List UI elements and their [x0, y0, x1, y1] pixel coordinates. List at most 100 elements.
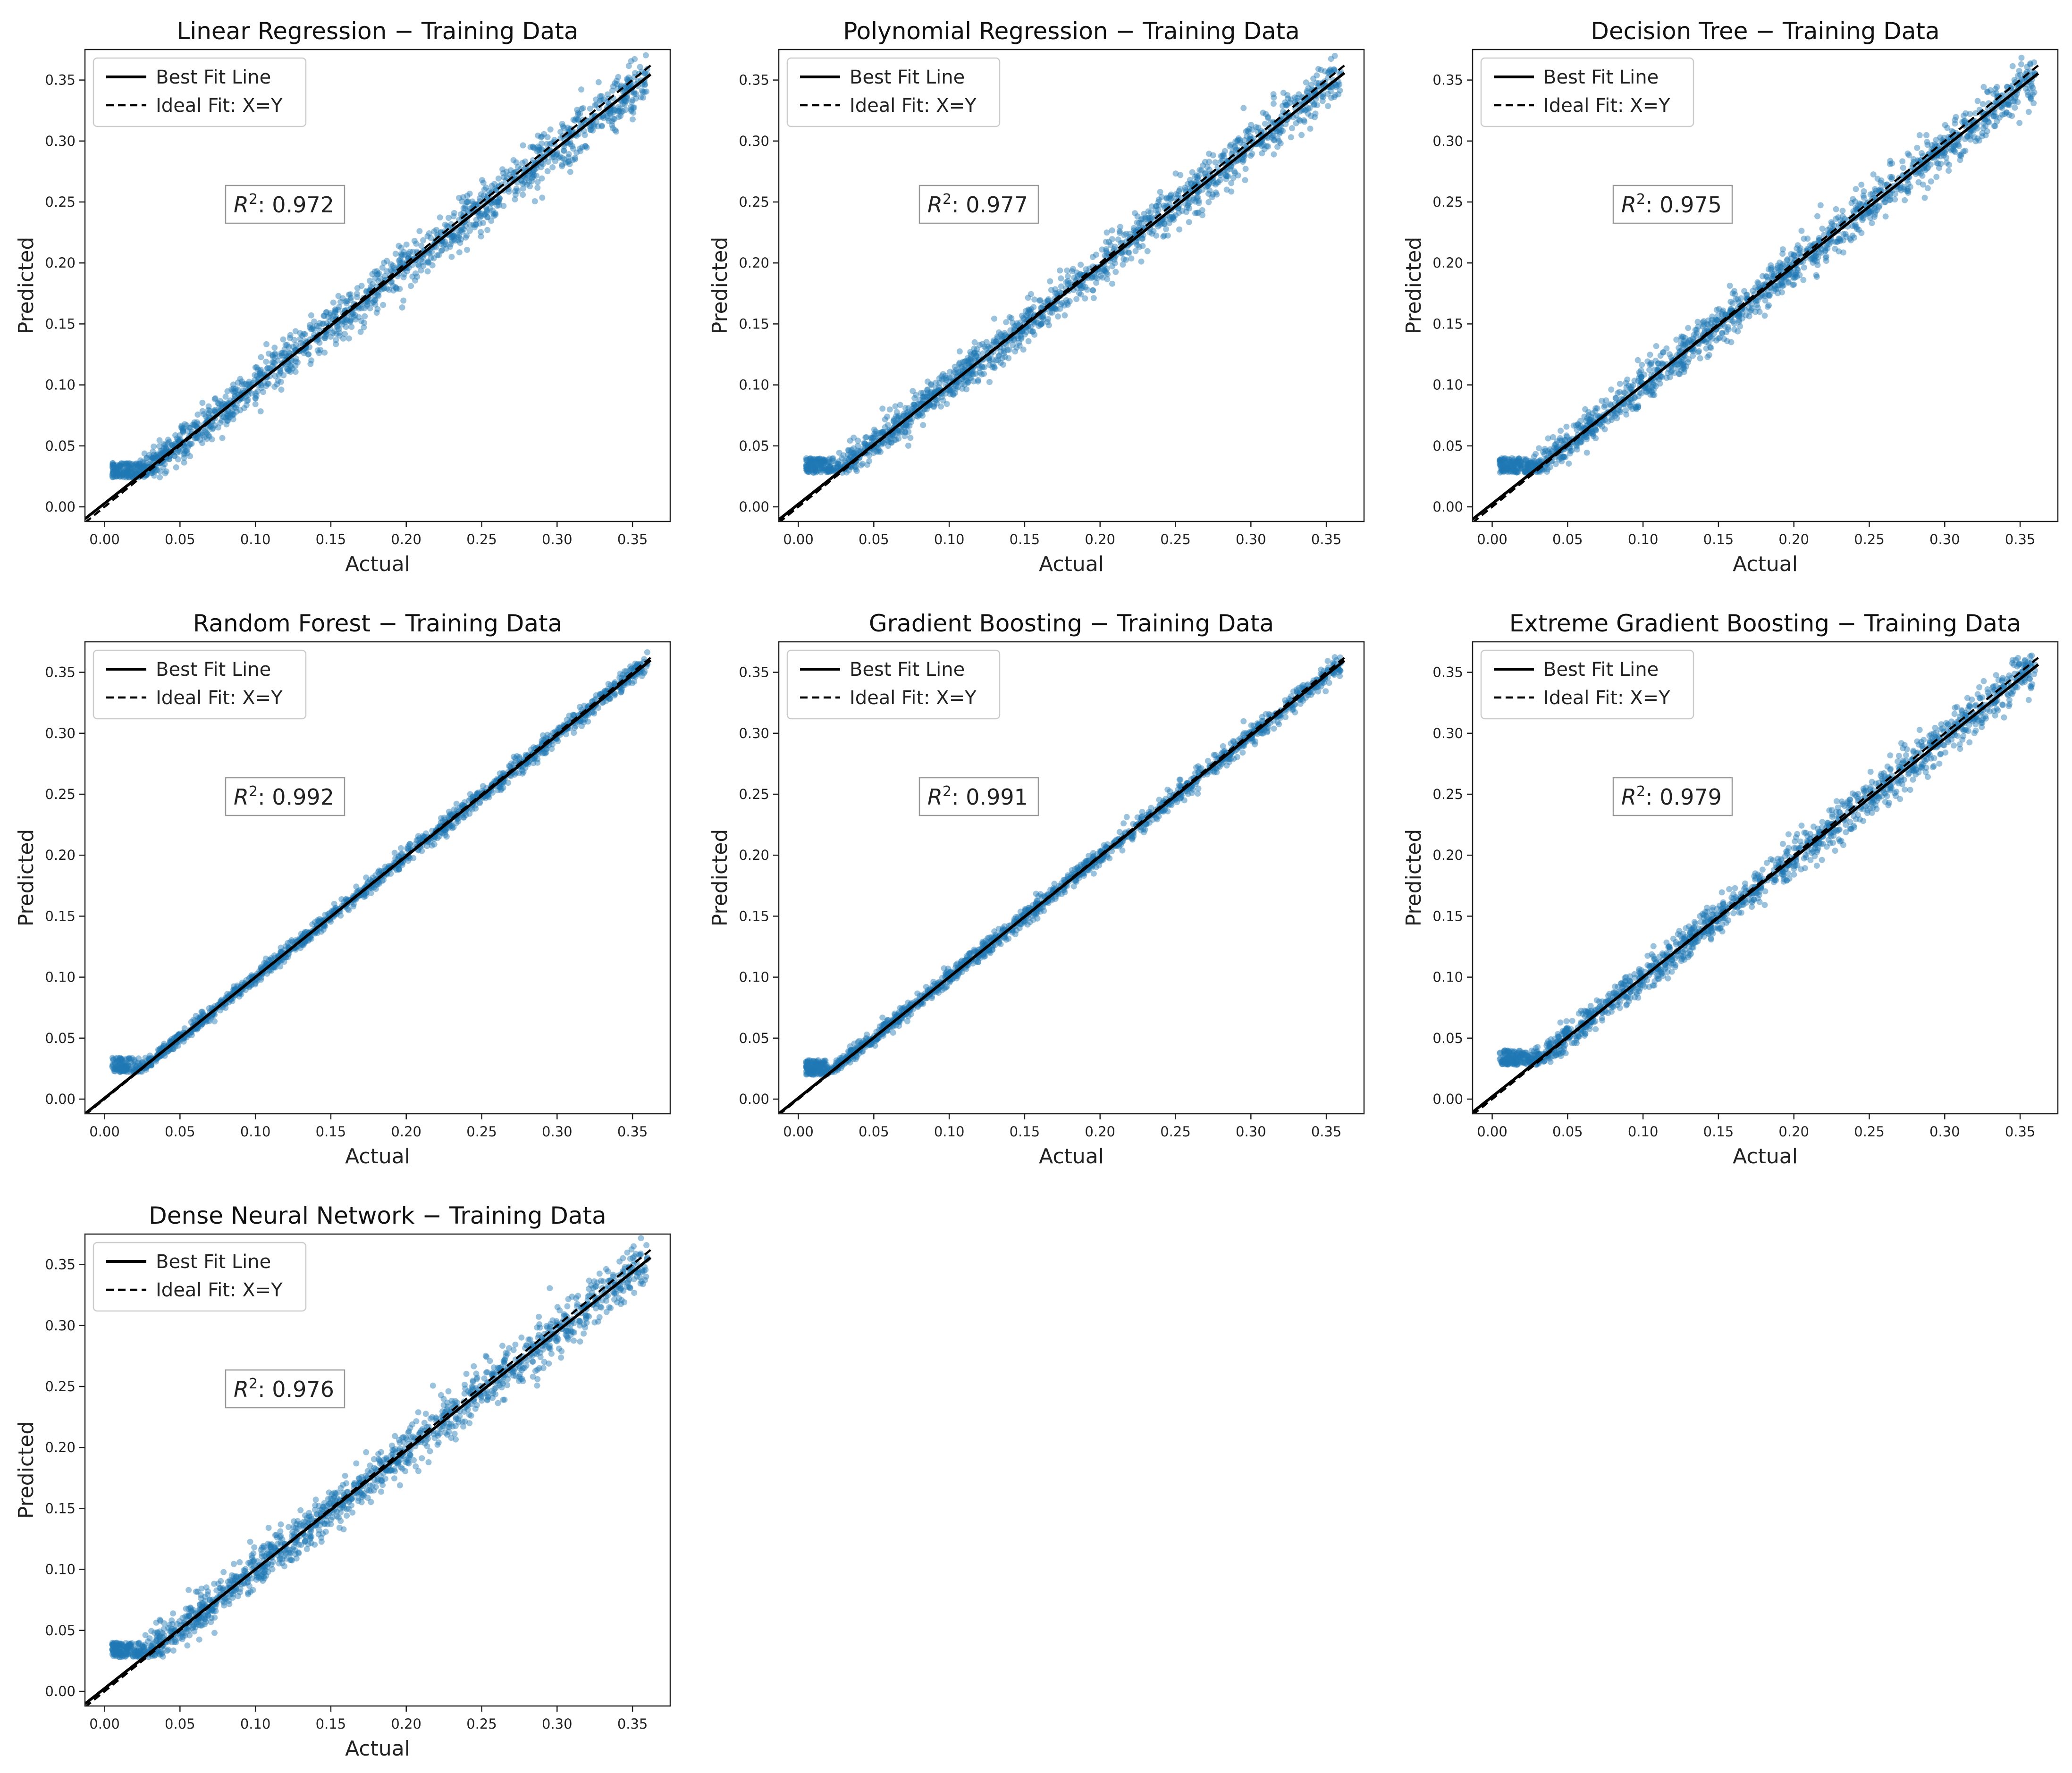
- scatter-point: [1812, 253, 1819, 260]
- scatter-point: [1996, 114, 2003, 121]
- scatter-point: [968, 375, 974, 381]
- scatter-point: [642, 81, 649, 88]
- scatter-point: [1202, 159, 1208, 165]
- scatter-point: [1203, 184, 1209, 190]
- scatter-point: [573, 115, 579, 122]
- scatter-point: [1916, 132, 1923, 138]
- scatter-point: [234, 402, 240, 409]
- scatter-point: [1852, 198, 1858, 205]
- scatter-point: [492, 210, 499, 217]
- scatter-point: [538, 164, 544, 170]
- scatter-point: [836, 449, 842, 456]
- scatter-point: [1593, 427, 1600, 434]
- scatter-point: [1582, 406, 1589, 412]
- scatter-point: [1657, 380, 1663, 387]
- scatter-point: [901, 412, 907, 419]
- scatter-point: [813, 458, 819, 464]
- scatter-point: [133, 471, 140, 477]
- scatter-point: [1497, 458, 1503, 464]
- scatter-point: [936, 380, 943, 387]
- scatter-point: [195, 1015, 202, 1021]
- scatter-point: [807, 461, 813, 467]
- scatter-point: [853, 450, 860, 457]
- scatter-point: [536, 147, 543, 153]
- scatter-point: [1628, 395, 1635, 402]
- scatter-point: [1524, 465, 1530, 471]
- scatter-point: [1044, 298, 1051, 304]
- scatter-point: [239, 381, 245, 388]
- scatter-point: [981, 364, 987, 370]
- scatter-point: [812, 464, 819, 471]
- scatter-point: [520, 192, 526, 198]
- scatter-point: [486, 187, 493, 194]
- scatter-point: [1011, 326, 1018, 332]
- scatter-point: [827, 463, 834, 470]
- scatter-point: [252, 372, 258, 378]
- scatter-point: [1704, 354, 1711, 360]
- scatter-point: [1601, 403, 1608, 410]
- scatter-point: [1557, 435, 1563, 441]
- r2-annotation: R2: 0.977: [918, 185, 1039, 224]
- scatter-point: [893, 437, 899, 443]
- scatter-point: [1623, 411, 1630, 418]
- scatter-point: [1627, 396, 1634, 403]
- scatter-point: [424, 258, 431, 265]
- scatter-point: [612, 80, 618, 86]
- scatter-point: [615, 114, 622, 120]
- scatter-point: [887, 436, 893, 442]
- scatter-point: [828, 467, 834, 474]
- scatter-point: [1097, 272, 1104, 279]
- scatter-point: [151, 472, 158, 479]
- scatter-point: [1274, 128, 1280, 134]
- scatter-point: [1497, 462, 1504, 469]
- r2-annotation: R2: 0.975: [1612, 185, 1733, 224]
- scatter-point: [1132, 248, 1139, 254]
- scatter-point: [1679, 361, 1686, 368]
- scatter-point: [1691, 346, 1697, 353]
- scatter-point: [539, 161, 546, 168]
- scatter-point: [1872, 211, 1878, 218]
- scatter-point: [1641, 371, 1648, 378]
- scatter-point: [640, 94, 647, 101]
- scatter-point: [1836, 248, 1842, 255]
- scatter-point: [1853, 186, 1859, 193]
- scatter-point: [854, 447, 861, 454]
- scatter-point: [261, 380, 267, 387]
- scatter-point: [975, 377, 982, 383]
- scatter-point: [1876, 202, 1883, 209]
- scatter-point: [1967, 133, 1974, 139]
- scatter-point: [136, 461, 143, 467]
- scatter-point: [812, 463, 818, 470]
- r2-symbol: R: [234, 192, 249, 218]
- scatter-point: [564, 159, 571, 166]
- scatter-point: [136, 465, 143, 472]
- scatter-point: [1592, 427, 1599, 433]
- scatter-point: [1505, 461, 1512, 467]
- scatter-point: [225, 412, 231, 418]
- scatter-point: [334, 323, 340, 329]
- scatter-point: [445, 224, 452, 230]
- scatter-point: [897, 402, 903, 408]
- scatter-point: [1876, 204, 1882, 210]
- best-fit-line: [85, 73, 652, 520]
- scatter-point: [118, 471, 125, 478]
- scatter-point: [243, 381, 249, 387]
- scatter-point: [131, 464, 138, 471]
- scatter-point: [1792, 271, 1799, 278]
- scatter-point: [332, 306, 338, 313]
- y-tick-label: 0.05: [45, 438, 76, 454]
- scatter-point: [1811, 256, 1818, 263]
- x-tick-label: 0.30: [542, 531, 573, 547]
- scatter-point: [478, 213, 485, 219]
- scatter-point: [1704, 326, 1710, 333]
- scatter-point: [1270, 136, 1277, 143]
- scatter-point: [1546, 450, 1552, 457]
- scatter-point: [119, 472, 126, 479]
- scatter-point: [330, 299, 337, 306]
- scatter-point: [166, 438, 173, 445]
- scatter-point: [1612, 395, 1619, 401]
- scatter-point: [1020, 346, 1027, 353]
- scatter-point: [1657, 353, 1664, 359]
- legend-label-ideal-fit: Ideal Fit: X=Y: [1543, 95, 1670, 117]
- scatter-point: [462, 203, 469, 210]
